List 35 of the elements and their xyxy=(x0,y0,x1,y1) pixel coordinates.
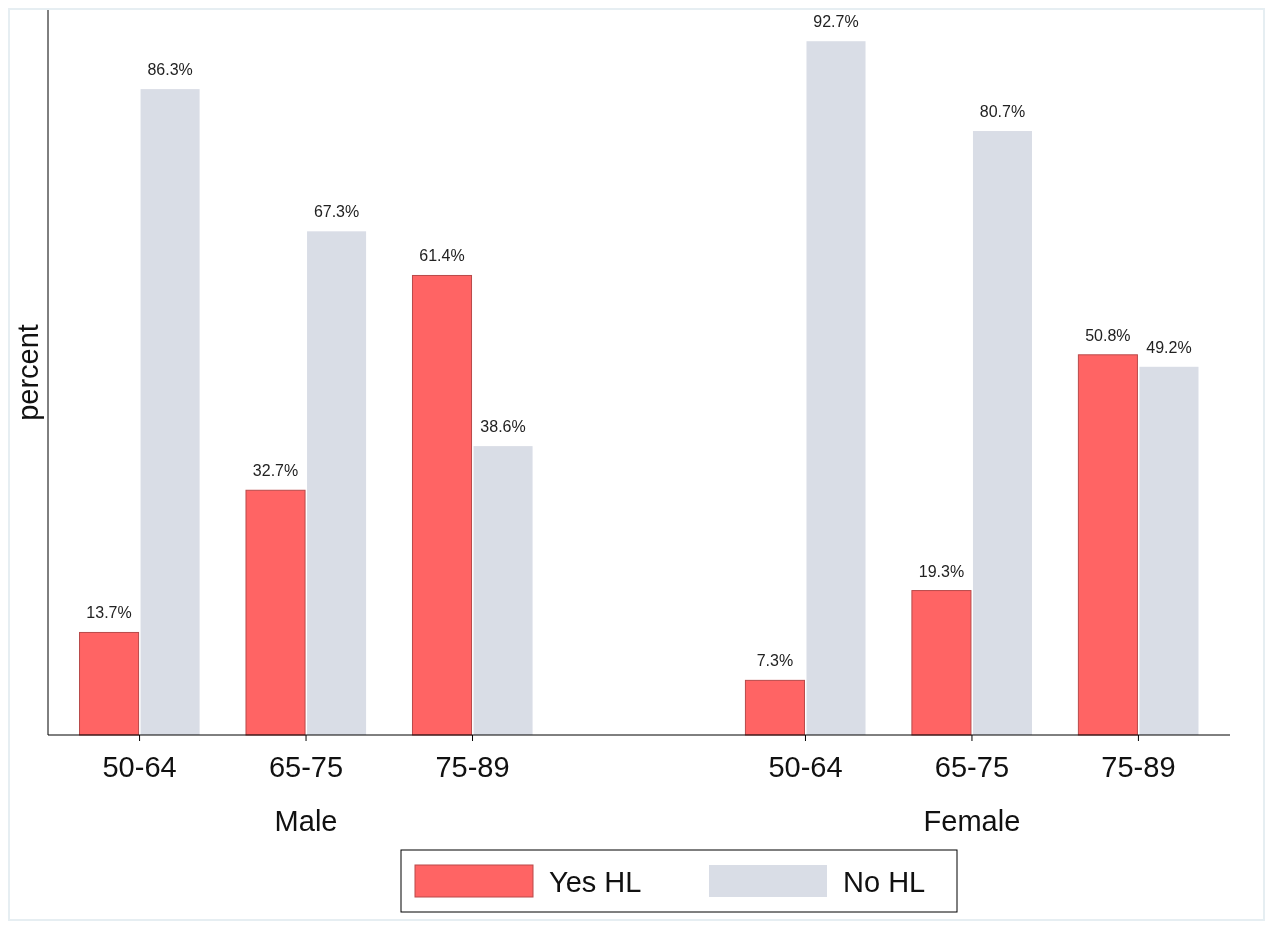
x-tick-label: 50-64 xyxy=(768,751,843,783)
data-label: 80.7% xyxy=(979,103,1026,121)
data-label: 67.3% xyxy=(313,203,360,221)
data-label: 61.4% xyxy=(419,247,465,265)
legend-label: Yes HL xyxy=(549,866,642,898)
bar xyxy=(245,489,306,736)
text: Male xyxy=(274,805,338,837)
bar xyxy=(307,231,367,735)
data-label: 7.3% xyxy=(756,652,794,670)
data-label: 32.7% xyxy=(252,462,299,480)
data-label: 19.3% xyxy=(918,562,965,580)
y-axis-title: percent xyxy=(12,324,44,421)
bar xyxy=(79,631,140,736)
data-label: 38.6% xyxy=(480,418,526,436)
bar xyxy=(473,446,533,735)
bar xyxy=(806,41,866,735)
data-label: 50.8% xyxy=(1085,326,1131,344)
data-label: 86.3% xyxy=(147,61,193,79)
x-tick-label: 75-89 xyxy=(1101,751,1176,783)
bar xyxy=(911,590,972,736)
legend-label: No HL xyxy=(843,866,926,898)
x-tick-label: 50-64 xyxy=(102,751,177,783)
data-label: 49.2% xyxy=(1146,338,1192,356)
bar xyxy=(1139,366,1199,735)
bar xyxy=(140,89,200,735)
x-tick-label: 65-75 xyxy=(268,751,344,783)
data-label: 92.7% xyxy=(813,13,859,31)
bar xyxy=(972,131,1033,735)
bar xyxy=(411,274,473,736)
text: Female xyxy=(923,805,1021,837)
x-tick-label: 65-75 xyxy=(934,751,1010,783)
x-tick-label: 75-89 xyxy=(435,751,510,783)
bar xyxy=(1077,354,1138,736)
data-label: 13.7% xyxy=(86,604,132,622)
bar xyxy=(744,679,805,736)
